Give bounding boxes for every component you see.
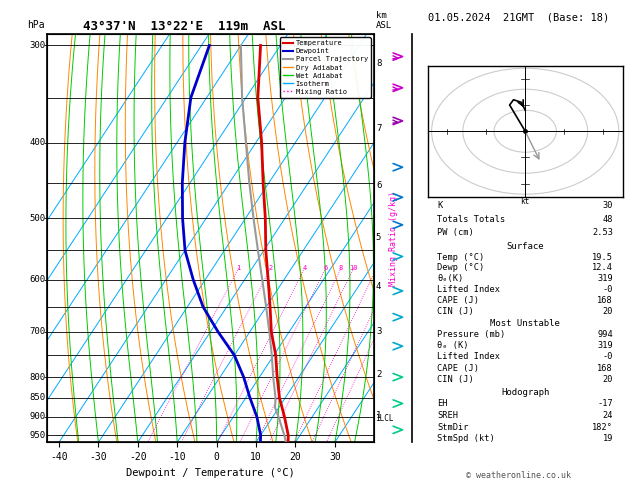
- Text: 1LCL: 1LCL: [375, 414, 393, 423]
- X-axis label: kt: kt: [521, 197, 530, 206]
- X-axis label: Dewpoint / Temperature (°C): Dewpoint / Temperature (°C): [126, 468, 295, 478]
- Text: -0: -0: [603, 352, 613, 362]
- Text: 2.53: 2.53: [592, 228, 613, 237]
- Text: Dewp (°C): Dewp (°C): [438, 263, 485, 273]
- Text: 6: 6: [323, 265, 328, 271]
- Text: 1: 1: [237, 265, 241, 271]
- Text: 400: 400: [30, 138, 45, 147]
- Text: 168: 168: [597, 364, 613, 373]
- Text: 182°: 182°: [592, 423, 613, 432]
- Text: 600: 600: [30, 276, 45, 284]
- Text: 8: 8: [339, 265, 343, 271]
- Text: Mixing Ratio (g/kg): Mixing Ratio (g/kg): [389, 191, 398, 286]
- Text: hPa: hPa: [28, 20, 45, 30]
- Text: CAPE (J): CAPE (J): [438, 296, 479, 305]
- Text: Hodograph: Hodograph: [501, 388, 549, 397]
- Title: 43°37'N  13°22'E  119m  ASL: 43°37'N 13°22'E 119m ASL: [83, 20, 286, 33]
- Text: 19.5: 19.5: [592, 253, 613, 261]
- Text: -17: -17: [597, 399, 613, 408]
- Text: StmSpd (kt): StmSpd (kt): [438, 434, 495, 443]
- Text: 20: 20: [603, 307, 613, 315]
- Text: PW (cm): PW (cm): [438, 228, 474, 237]
- Text: Lifted Index: Lifted Index: [438, 352, 501, 362]
- Text: 1: 1: [376, 411, 381, 420]
- Text: 800: 800: [30, 373, 45, 382]
- Text: 12.4: 12.4: [592, 263, 613, 273]
- Text: 319: 319: [597, 341, 613, 350]
- Text: 19: 19: [603, 434, 613, 443]
- Text: 48: 48: [603, 215, 613, 224]
- Text: Pressure (mb): Pressure (mb): [438, 330, 506, 339]
- Text: 20: 20: [603, 375, 613, 384]
- Text: 24: 24: [603, 411, 613, 420]
- Text: 500: 500: [30, 214, 45, 223]
- Text: 850: 850: [30, 393, 45, 402]
- Text: SREH: SREH: [438, 411, 459, 420]
- Text: 900: 900: [30, 413, 45, 421]
- Text: CIN (J): CIN (J): [438, 307, 474, 315]
- Text: 319: 319: [597, 274, 613, 283]
- Text: CAPE (J): CAPE (J): [438, 364, 479, 373]
- Text: © weatheronline.co.uk: © weatheronline.co.uk: [467, 471, 571, 480]
- Text: CIN (J): CIN (J): [438, 375, 474, 384]
- Text: Temp (°C): Temp (°C): [438, 253, 485, 261]
- Text: 10: 10: [349, 265, 358, 271]
- Text: 01.05.2024  21GMT  (Base: 18): 01.05.2024 21GMT (Base: 18): [428, 12, 610, 22]
- Text: 994: 994: [597, 330, 613, 339]
- Text: 700: 700: [30, 328, 45, 336]
- Text: 300: 300: [30, 41, 45, 50]
- Text: 168: 168: [597, 296, 613, 305]
- Text: 30: 30: [603, 202, 613, 210]
- Text: -0: -0: [603, 285, 613, 294]
- Text: 8: 8: [376, 58, 381, 68]
- Text: K: K: [438, 202, 443, 210]
- Text: 5: 5: [376, 233, 381, 243]
- Text: Surface: Surface: [506, 242, 544, 251]
- Text: km
ASL: km ASL: [376, 11, 392, 30]
- Text: θₑ (K): θₑ (K): [438, 341, 469, 350]
- Text: Totals Totals: Totals Totals: [438, 215, 506, 224]
- Text: 950: 950: [30, 431, 45, 440]
- Text: Lifted Index: Lifted Index: [438, 285, 501, 294]
- Text: StmDir: StmDir: [438, 423, 469, 432]
- Text: 4: 4: [376, 282, 381, 291]
- Text: 3: 3: [376, 328, 381, 336]
- Text: 7: 7: [376, 123, 381, 133]
- Text: θₑ(K): θₑ(K): [438, 274, 464, 283]
- Legend: Temperature, Dewpoint, Parcel Trajectory, Dry Adiabat, Wet Adiabat, Isotherm, Mi: Temperature, Dewpoint, Parcel Trajectory…: [280, 37, 370, 98]
- Text: EH: EH: [438, 399, 448, 408]
- Text: 4: 4: [303, 265, 306, 271]
- Text: Most Unstable: Most Unstable: [490, 319, 560, 328]
- Text: 6: 6: [376, 181, 381, 190]
- Text: 2: 2: [268, 265, 272, 271]
- Text: 2: 2: [376, 370, 381, 380]
